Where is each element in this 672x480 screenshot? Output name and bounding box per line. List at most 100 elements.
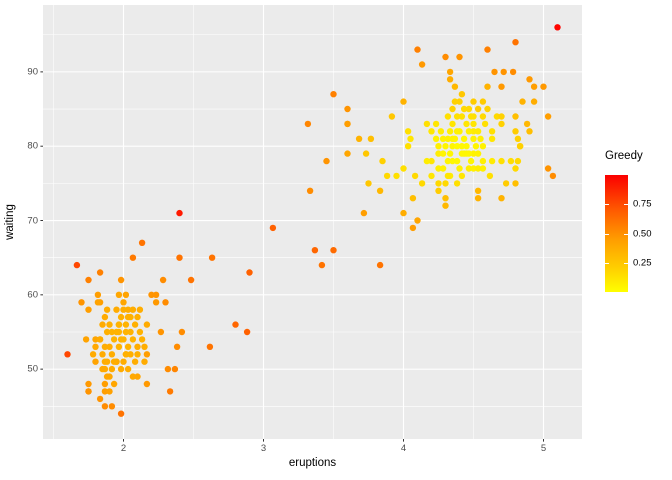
data-point xyxy=(92,336,99,343)
data-point xyxy=(423,120,431,128)
data-point xyxy=(131,358,139,365)
legend-tick-mark xyxy=(605,262,609,264)
data-point xyxy=(498,157,505,165)
data-point xyxy=(141,343,148,350)
data-point xyxy=(435,187,442,194)
data-point xyxy=(479,157,487,165)
data-point xyxy=(115,343,123,350)
data-point xyxy=(101,388,109,395)
data-point xyxy=(442,53,449,61)
data-point xyxy=(85,276,92,284)
data-point xyxy=(64,351,71,358)
data-point xyxy=(409,224,417,232)
data-point xyxy=(127,328,134,336)
data-point xyxy=(323,157,330,165)
legend-tick-mark xyxy=(605,233,609,235)
data-point xyxy=(113,328,120,336)
data-point xyxy=(99,351,106,358)
data-point xyxy=(498,120,505,128)
data-point xyxy=(465,150,473,157)
data-point xyxy=(512,128,519,135)
data-point xyxy=(136,328,144,336)
data-point xyxy=(171,365,179,373)
data-point xyxy=(129,306,137,313)
data-point xyxy=(512,39,519,46)
y-tick-label: 60 xyxy=(27,289,38,301)
data-point xyxy=(311,247,319,254)
data-point xyxy=(106,388,113,395)
data-point xyxy=(304,120,312,128)
data-point xyxy=(124,343,132,350)
legend: Greedy 0.75 0.50 0.25 xyxy=(598,148,672,308)
data-point xyxy=(136,306,144,313)
x-tick-label: 5 xyxy=(540,443,547,454)
data-point xyxy=(143,380,151,388)
data-point xyxy=(451,98,459,105)
data-point xyxy=(122,328,130,336)
data-point xyxy=(365,180,372,187)
data-point xyxy=(103,306,111,313)
data-point xyxy=(152,299,160,306)
data-point xyxy=(85,306,92,313)
data-point xyxy=(344,150,351,157)
data-point xyxy=(376,187,384,194)
data-point xyxy=(131,321,139,328)
data-point xyxy=(108,365,116,373)
data-point xyxy=(376,261,384,269)
data-point xyxy=(428,172,435,180)
legend-tick-label: 0.50 xyxy=(633,228,652,239)
data-point xyxy=(465,165,473,172)
data-point xyxy=(523,120,531,128)
data-point xyxy=(458,143,466,150)
data-point xyxy=(134,373,141,380)
data-point xyxy=(467,157,475,165)
data-point xyxy=(439,165,447,172)
x-tick-label: 2 xyxy=(120,443,127,454)
data-point xyxy=(467,113,475,120)
data-point xyxy=(117,336,125,343)
legend-tick-label: 0.75 xyxy=(633,198,652,210)
data-point xyxy=(411,172,419,180)
data-point xyxy=(544,113,552,120)
data-point xyxy=(453,143,461,150)
data-point xyxy=(108,403,116,410)
data-point xyxy=(330,91,337,98)
data-point xyxy=(117,276,125,284)
data-point xyxy=(96,269,104,276)
data-point xyxy=(423,157,431,165)
data-point xyxy=(458,172,466,180)
data-point xyxy=(110,336,118,343)
data-point xyxy=(143,351,151,358)
data-point xyxy=(432,135,440,142)
data-point xyxy=(306,187,314,194)
data-point xyxy=(106,321,113,328)
data-point xyxy=(393,172,400,180)
data-point xyxy=(549,172,557,180)
data-point xyxy=(486,172,494,180)
data-point xyxy=(82,336,90,343)
data-point xyxy=(498,195,505,202)
data-point xyxy=(129,254,137,261)
data-point xyxy=(127,351,134,358)
data-point xyxy=(435,165,442,172)
data-point xyxy=(484,105,491,113)
y-tick-label: 80 xyxy=(27,140,38,152)
data-point xyxy=(498,83,505,90)
data-point xyxy=(89,351,97,358)
data-point xyxy=(456,98,463,105)
data-point xyxy=(85,388,92,395)
data-point xyxy=(400,209,407,217)
data-point xyxy=(470,98,477,105)
data-point xyxy=(460,105,468,113)
data-point xyxy=(232,321,239,328)
plot-panel xyxy=(43,5,582,439)
data-point xyxy=(117,410,125,417)
data-point xyxy=(78,299,85,306)
data-point xyxy=(400,165,407,172)
data-point xyxy=(498,113,505,120)
data-point xyxy=(108,328,116,336)
data-point xyxy=(122,321,130,328)
legend-colorbar-gradient xyxy=(605,175,628,292)
data-point xyxy=(472,143,480,150)
data-point xyxy=(330,247,337,254)
